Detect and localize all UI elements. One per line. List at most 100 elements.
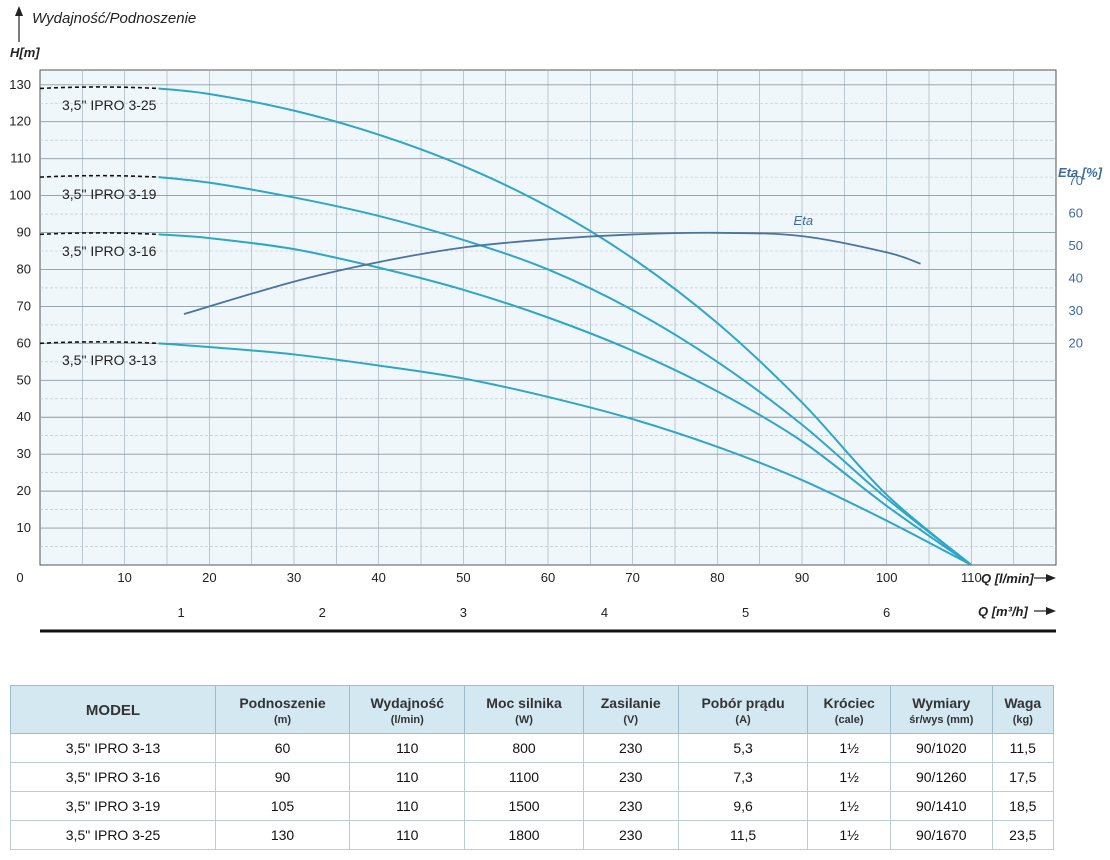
table-cell: 5,3 xyxy=(677,733,809,763)
x-tick-label: 110 xyxy=(961,570,982,585)
x-tick-label: 60 xyxy=(541,570,555,585)
header-unit: (W) xyxy=(515,714,533,726)
table-cell: 90/1670 xyxy=(890,820,993,850)
table-cell: 1½ xyxy=(807,820,892,850)
x-axis-label: Q [l/min] xyxy=(981,571,1034,586)
header-unit: (A) xyxy=(735,714,751,726)
x-tick-label: 70 xyxy=(625,570,639,585)
x2-tick-label: 2 xyxy=(319,605,326,620)
pump-curve-line xyxy=(158,176,972,566)
table-cell: 3,5" IPRO 3-16 xyxy=(10,762,216,792)
table-cell: 1½ xyxy=(807,762,892,792)
table-cell: 3,5" IPRO 3-13 xyxy=(10,733,216,763)
header-unit: (cale) xyxy=(834,714,864,726)
y2-tick-label: 60 xyxy=(1069,205,1083,220)
header-label: Króciec xyxy=(823,695,875,711)
pump-performance-chart: 0 10 20 30 40 50 60 70 80 90 100 110 10 20 30 40 50 60 70 8… xyxy=(9,6,1103,633)
curve-extension-dashed xyxy=(39,86,159,90)
y-tick-label: 60 xyxy=(17,335,31,350)
y-axis-label: H[m] xyxy=(10,45,40,60)
table-cell: 1500 xyxy=(464,791,584,821)
table-cell: 23,5 xyxy=(991,820,1055,850)
y2-axis-label: Eta [%] xyxy=(1058,165,1103,180)
y-tick-label: 10 xyxy=(17,520,31,535)
header-unit: (m) xyxy=(273,714,292,726)
table-cell: 110 xyxy=(349,762,466,792)
table-cell: 90/1410 xyxy=(890,791,993,821)
x2-tick-label: 5 xyxy=(742,605,749,620)
pump-curve-line xyxy=(158,87,972,566)
table-cell: 1100 xyxy=(464,762,584,792)
x-axis-arrow-head xyxy=(1046,574,1056,582)
header-unit: (l/min) xyxy=(390,714,424,726)
curve-extension-dashed xyxy=(39,174,159,178)
x2-tick-label: 4 xyxy=(601,605,608,620)
table-row: 3,5" IPRO 3-16 90 110 1100 230 7,3 1½ 90/1260 17… xyxy=(10,762,1055,792)
curve-extension-dashed xyxy=(39,341,159,345)
y2-tick-label: 50 xyxy=(1069,238,1083,253)
header-unit: (kg) xyxy=(1012,714,1033,726)
table-row: 3,5" IPRO 3-25 130 110 1800 230 11,5 1½ 90/1670… xyxy=(10,820,1055,850)
header-label: Pobór prądu xyxy=(701,695,785,711)
pump-curves: 3,5" IPRO 3-25 3,5" IPRO 3-19 3,5" IPRO 3-… xyxy=(39,86,972,566)
chart-title: Wydajność/Podnoszenie xyxy=(32,10,196,27)
table-row: 3,5" IPRO 3-19 105 110 1500 230 9,6 1½ 90/1410 1… xyxy=(10,791,1055,821)
table-cell: 110 xyxy=(349,733,466,763)
table-header-cell: MODEL xyxy=(10,685,216,734)
x-tick-label: 90 xyxy=(795,570,809,585)
x2-axis-arrow-head xyxy=(1046,607,1056,615)
spec-table-body: 3,5" IPRO 3-13 60 110 800 230 5,3 1½ 90/1020 11,… xyxy=(10,733,1055,850)
table-cell: 1½ xyxy=(807,791,892,821)
y2-tick-label: 30 xyxy=(1069,303,1083,318)
table-cell: 7,3 xyxy=(677,762,809,792)
y2-tick-label: 70 xyxy=(1069,173,1083,188)
table-cell: 130 xyxy=(214,820,351,850)
header-label: Moc silnika xyxy=(486,695,562,711)
y-tick-label: 50 xyxy=(17,372,31,387)
x2-axis-label: Q [m³/h] xyxy=(978,604,1028,619)
x-tick-label: 30 xyxy=(287,570,301,585)
pump-curve-line xyxy=(158,342,972,566)
curve-label: 3,5" IPRO 3-19 xyxy=(62,186,157,202)
x2-tick-label: 1 xyxy=(177,605,184,620)
y-tick-label: 70 xyxy=(17,298,31,313)
table-cell: 110 xyxy=(349,791,466,821)
table-cell: 90/1260 xyxy=(890,762,993,792)
table-cell: 230 xyxy=(582,762,679,792)
table-header-cell: Króciec (cale) xyxy=(807,685,892,734)
header-unit: (V) xyxy=(623,714,639,726)
y-tick-label: 100 xyxy=(9,188,31,203)
table-cell: 1800 xyxy=(464,820,584,850)
y2-tick-label: 20 xyxy=(1069,335,1083,350)
eta-curve-line xyxy=(183,231,921,315)
table-cell: 1½ xyxy=(807,733,892,763)
table-cell: 11,5 xyxy=(677,820,809,850)
y2-tick-label: 40 xyxy=(1069,270,1083,285)
table-header-cell: Waga (kg) xyxy=(991,685,1055,734)
spec-table: MODEL Podnoszenie (m) Wydajność (l/min) Moc s… xyxy=(10,685,1055,850)
pump-curve-line xyxy=(158,233,972,566)
eta-curve-group: Eta xyxy=(183,213,921,315)
table-cell: 3,5" IPRO 3-19 xyxy=(10,791,216,821)
axis-ticks: 0 10 20 30 40 50 60 70 80 90 100 110 10 20 30 40 50 60 70 8… xyxy=(9,77,1083,620)
header-label: MODEL xyxy=(85,702,141,719)
curve-label: 3,5" IPRO 3-13 xyxy=(62,352,157,368)
header-label: Zasilanie xyxy=(600,695,661,711)
table-cell: 18,5 xyxy=(991,791,1055,821)
table-cell: 800 xyxy=(464,733,584,763)
y-tick-label: 30 xyxy=(17,446,31,461)
table-cell: 11,5 xyxy=(991,733,1055,763)
table-cell: 17,5 xyxy=(991,762,1055,792)
y-tick-label: 20 xyxy=(17,483,31,498)
header-unit: śr/wys (mm) xyxy=(909,714,974,726)
table-cell: 230 xyxy=(582,820,679,850)
y-tick-label: 120 xyxy=(9,114,31,129)
curve-label: 3,5" IPRO 3-25 xyxy=(62,97,157,113)
table-cell: 9,6 xyxy=(677,791,809,821)
grid-lines xyxy=(40,70,1056,565)
table-header-cell: Wydajność (l/min) xyxy=(349,685,466,734)
table-cell: 105 xyxy=(214,791,351,821)
header-label: Podnoszenie xyxy=(239,695,326,711)
curve-label: 3,5" IPRO 3-16 xyxy=(62,243,157,259)
header-label: Waga xyxy=(1004,695,1042,711)
